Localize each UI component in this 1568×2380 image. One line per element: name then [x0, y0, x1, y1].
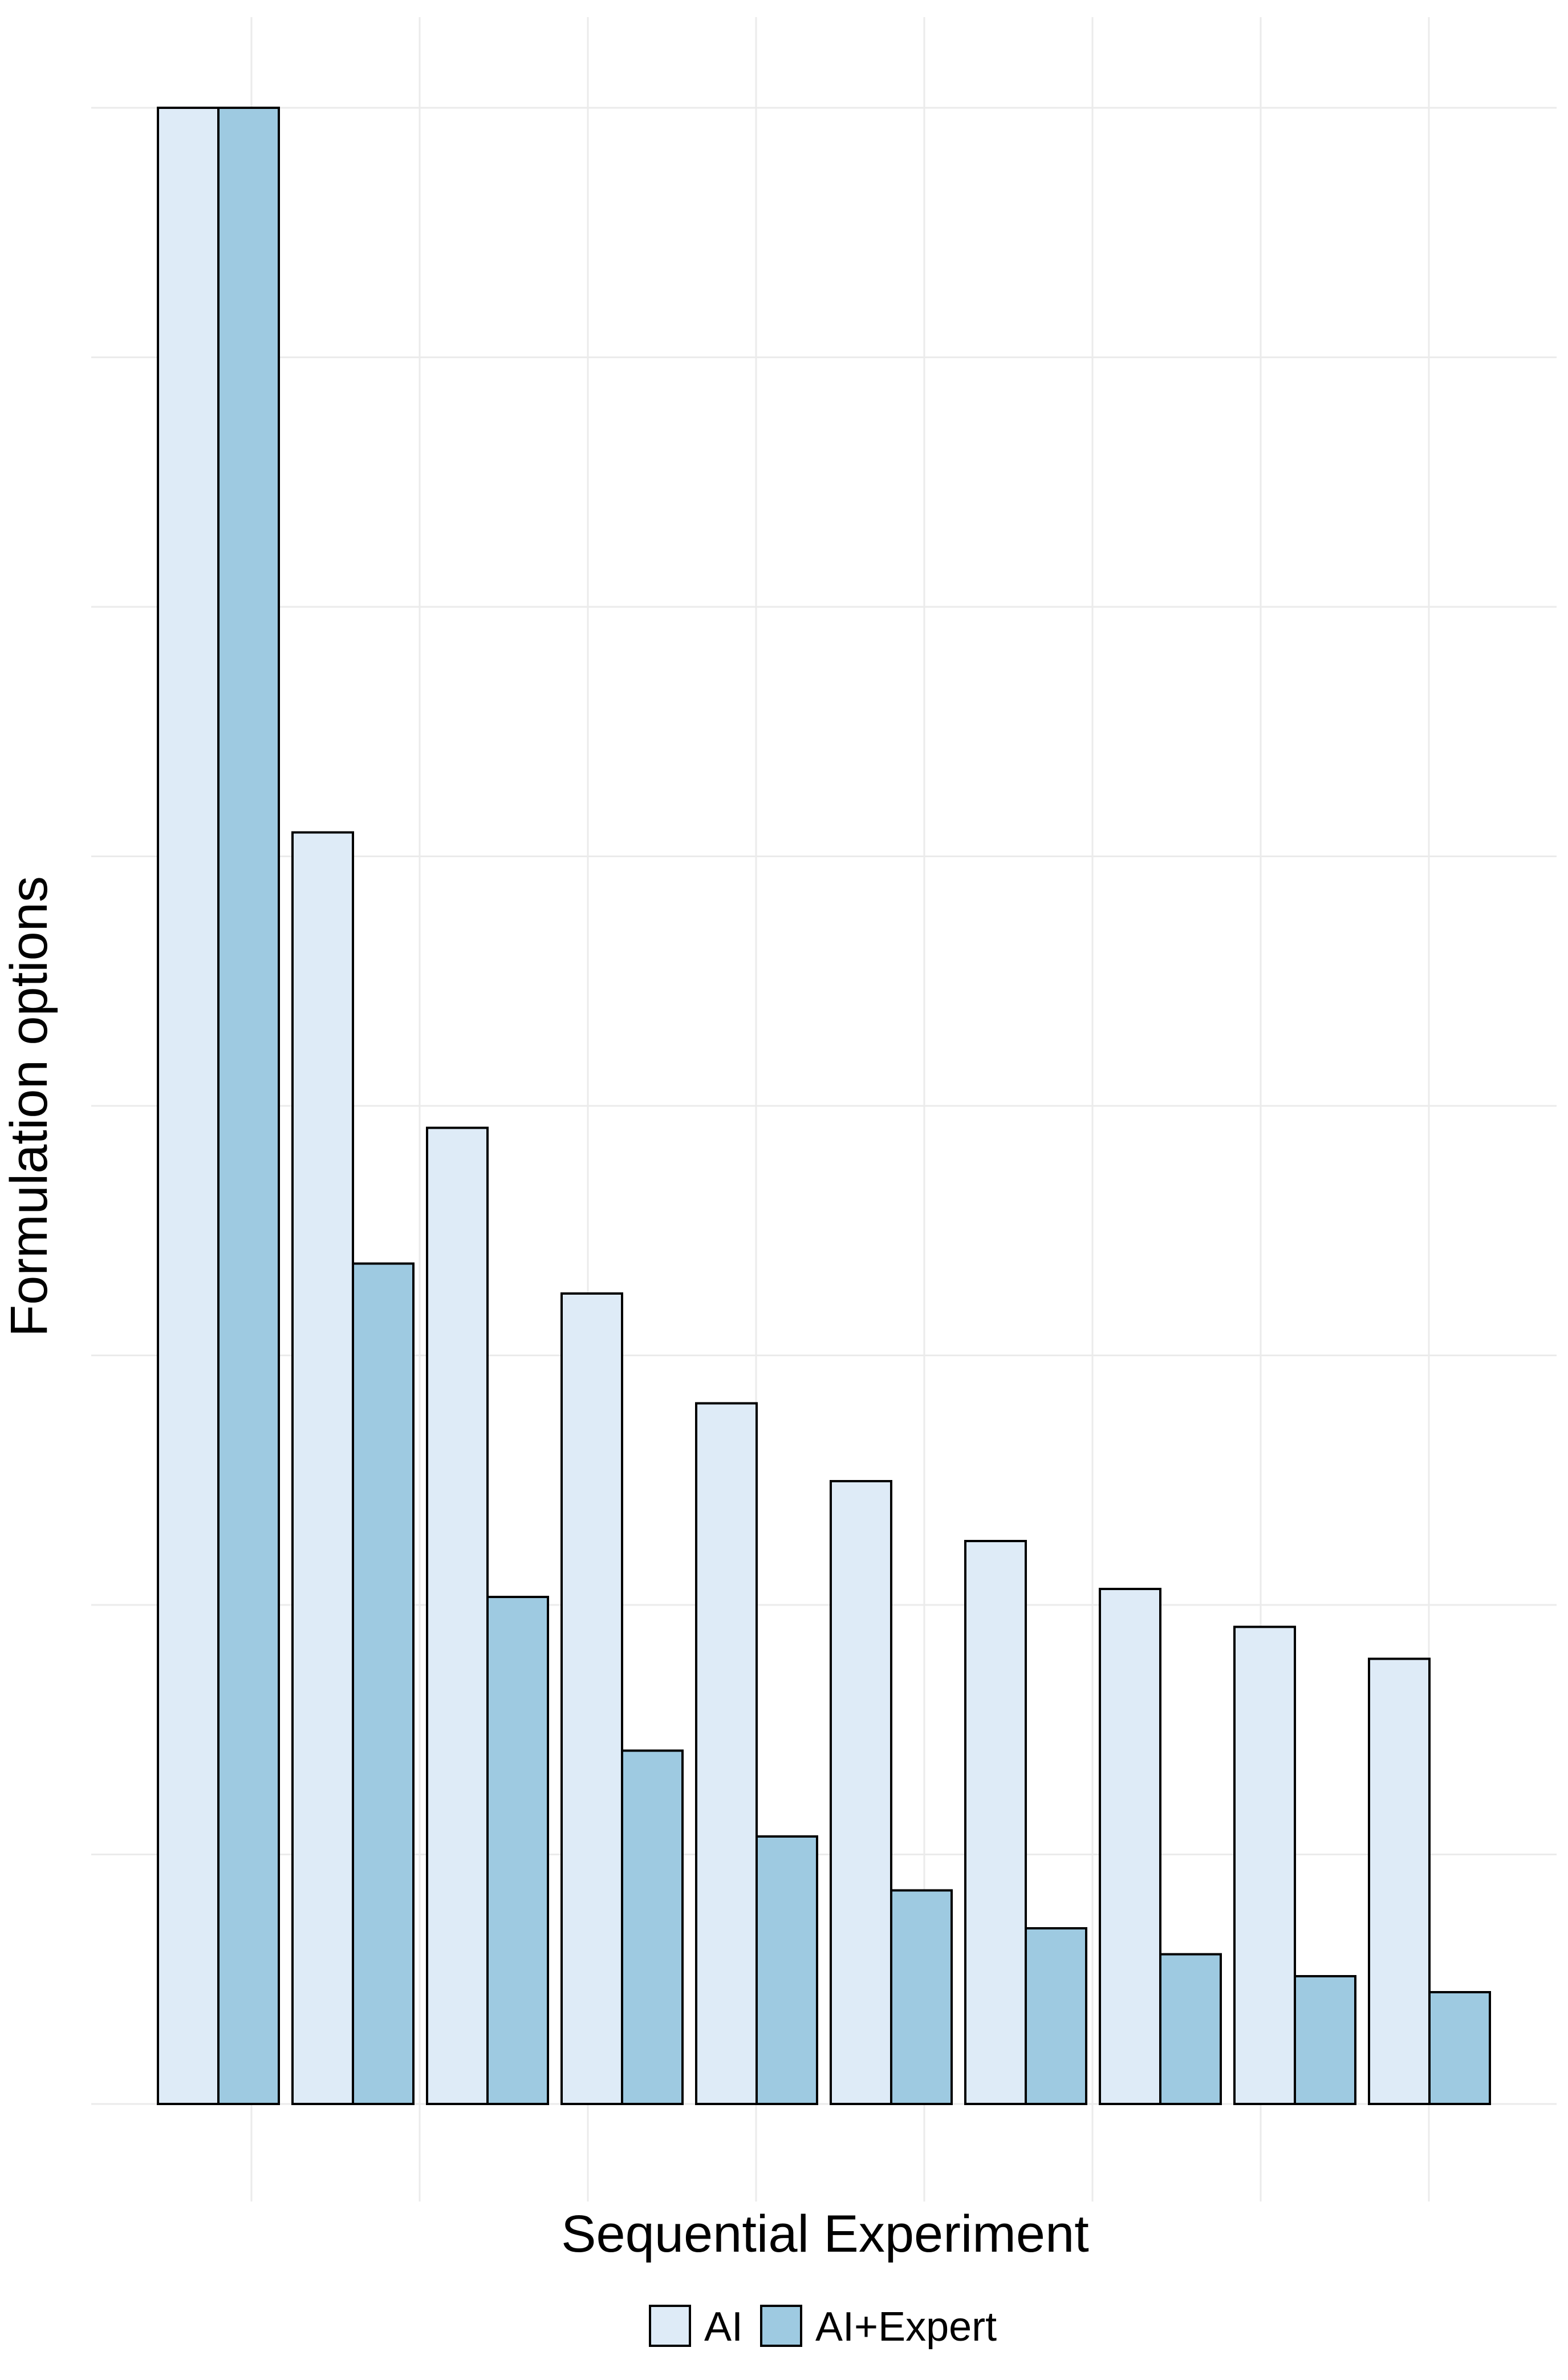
- bar-ai-6: [830, 1480, 892, 2105]
- y-axis-title: Formulation options: [0, 876, 58, 1337]
- bar-ai-8: [1099, 1588, 1161, 2105]
- bar-ai-expert-2: [352, 1262, 415, 2105]
- bar-ai-9: [1233, 1625, 1296, 2105]
- bar-ai-expert-1: [217, 107, 280, 2105]
- legend: AI AI+Expert: [649, 2304, 997, 2350]
- legend-swatch-ai-expert: [760, 2305, 802, 2347]
- legend-label-ai-expert: AI+Expert: [815, 2304, 997, 2350]
- x-axis-title: Sequential Experiment: [561, 2205, 1089, 2263]
- bar-ai-5: [695, 1402, 758, 2105]
- bar-ai-expert-10: [1428, 1991, 1491, 2105]
- bar-ai-expert-8: [1159, 1953, 1222, 2105]
- bar-ai-2: [291, 831, 354, 2105]
- legend-label-ai: AI: [704, 2304, 743, 2350]
- bar-ai-expert-9: [1294, 1975, 1356, 2105]
- bar-ai-expert-3: [486, 1596, 549, 2105]
- bar-ai-7: [964, 1540, 1027, 2105]
- bar-ai-expert-7: [1025, 1927, 1087, 2105]
- bar-ai-expert-5: [755, 1835, 818, 2105]
- bar-ai-3: [426, 1126, 489, 2105]
- bar-ai-expert-6: [890, 1889, 953, 2105]
- bar-ai-10: [1368, 1657, 1431, 2105]
- bar-series: [157, 107, 1491, 2105]
- bar-ai-expert-4: [621, 1749, 684, 2105]
- bar-ai-4: [560, 1292, 623, 2105]
- bar-ai-1: [157, 107, 220, 2105]
- legend-swatch-ai: [649, 2305, 691, 2347]
